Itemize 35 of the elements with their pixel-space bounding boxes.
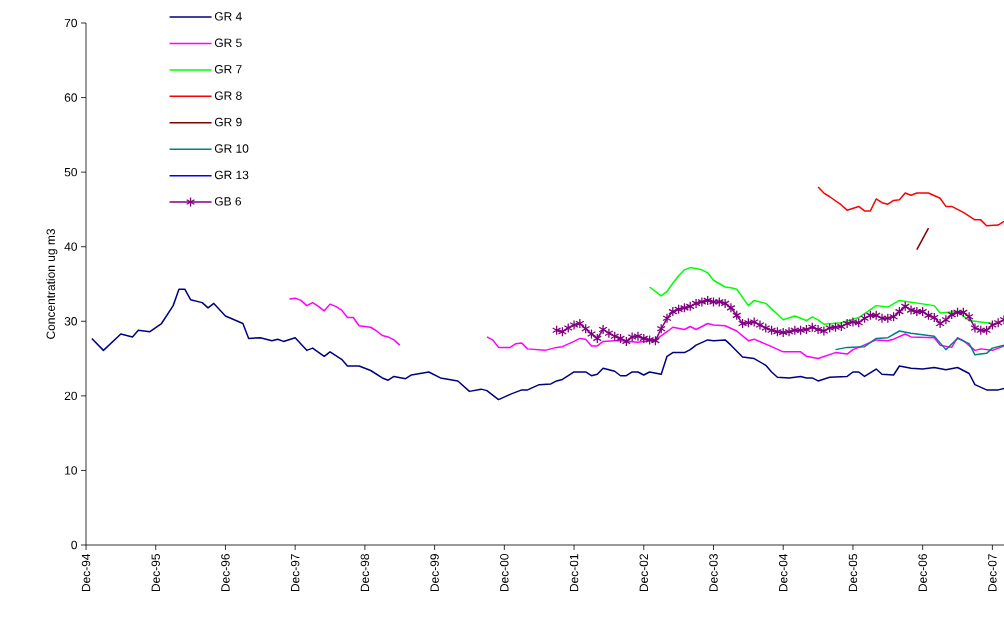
legend-label: GR 4 <box>214 12 242 21</box>
legend-label: GR 8 <box>214 91 242 100</box>
x-tick-label: Dec-94 <box>81 553 91 592</box>
x-tick-label: Dec-00 <box>500 553 509 592</box>
y-tick-label: 40 <box>64 242 78 251</box>
y-tick-label: 20 <box>64 391 78 401</box>
x-tick-label: Dec-06 <box>918 554 927 592</box>
y-tick-label: 10 <box>65 466 78 475</box>
y-tick-label: 0 <box>71 540 78 550</box>
line-series <box>91 288 1004 401</box>
x-tick-label: Dec-05 <box>848 554 858 592</box>
legend-label: GR 5 <box>214 38 242 48</box>
line-series <box>817 186 1004 227</box>
x-tick-label: Dec-03 <box>709 554 718 592</box>
y-tick-label: 60 <box>64 93 78 102</box>
legend-label: GR 7 <box>214 65 242 74</box>
x-tick-label: Dec-04 <box>778 553 788 592</box>
x-tick-label: Dec-02 <box>639 554 648 592</box>
legend-label: GR 10 <box>214 144 249 153</box>
line-series <box>834 330 1004 356</box>
x-tick-label: Dec-98 <box>360 554 370 592</box>
y-tick-label: 30 <box>64 317 78 326</box>
x-tick-label: Dec-01 <box>569 554 579 592</box>
x-tick-label: Dec-95 <box>151 554 160 592</box>
x-tick-label: Dec-99 <box>430 554 439 592</box>
y-axis-title: Concentration ug m3 <box>46 229 58 339</box>
legend-label: GB 6 <box>214 197 242 206</box>
y-tick-label: 50 <box>64 167 78 177</box>
x-tick-label: Dec-07 <box>988 554 997 592</box>
legend-label: GR 13 <box>214 170 249 180</box>
line-series <box>648 266 994 326</box>
legend-label: GR 9 <box>214 117 242 127</box>
y-tick-label: 70 <box>64 18 78 28</box>
x-tick-label: Dec-96 <box>221 554 230 592</box>
x-tick-label: Dec-97 <box>290 554 300 592</box>
